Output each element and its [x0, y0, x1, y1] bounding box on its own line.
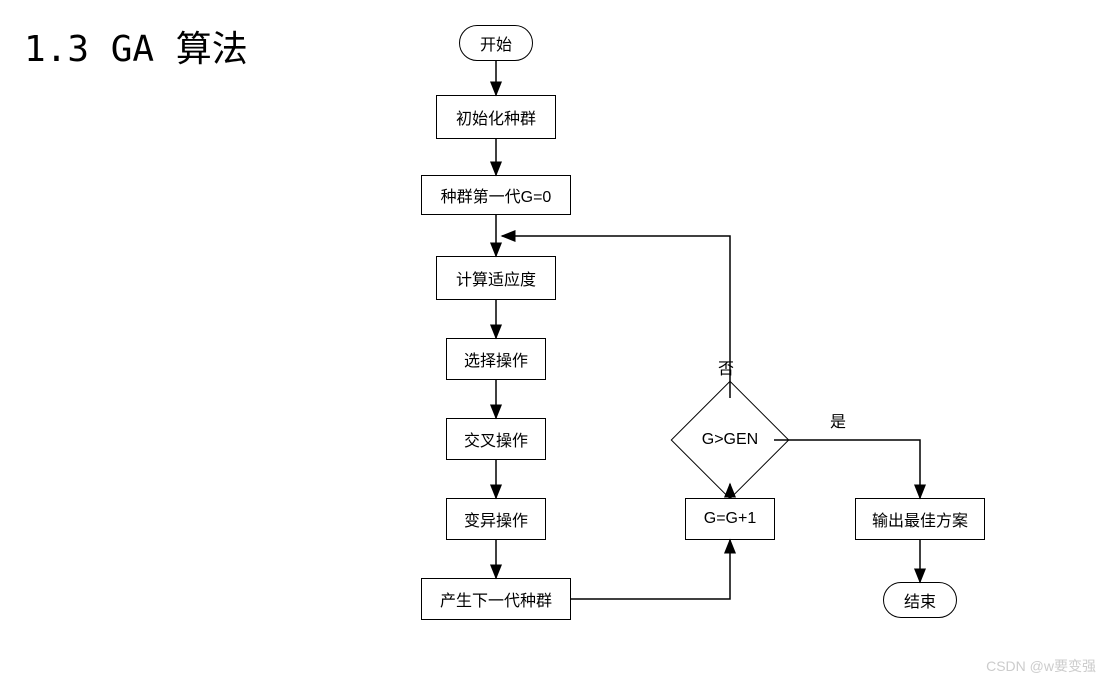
- node-select-label: 选择操作: [464, 347, 528, 371]
- page-title: 1.3 GA 算法: [24, 20, 248, 72]
- node-crossover-label: 交叉操作: [464, 427, 528, 451]
- watermark: CSDN @w要变强: [986, 656, 1096, 676]
- node-start-label: 开始: [480, 31, 512, 55]
- node-mutate: 变异操作: [446, 498, 546, 540]
- node-start: 开始: [459, 25, 533, 61]
- node-init: 初始化种群: [436, 95, 556, 139]
- node-end: 结束: [883, 582, 957, 618]
- node-mutate-label: 变异操作: [464, 507, 528, 531]
- node-gen0-label: 种群第一代G=0: [441, 183, 552, 207]
- node-output: 输出最佳方案: [855, 498, 985, 540]
- node-fitness: 计算适应度: [436, 256, 556, 300]
- node-decision-label: G>GEN: [688, 398, 772, 482]
- node-end-label: 结束: [904, 588, 936, 612]
- node-crossover: 交叉操作: [446, 418, 546, 460]
- node-nextgen-label: 产生下一代种群: [440, 587, 552, 611]
- node-decision: G>GEN: [688, 398, 772, 482]
- edge-label-no: 否: [718, 355, 734, 379]
- node-increment: G=G+1: [685, 498, 775, 540]
- node-init-label: 初始化种群: [456, 105, 536, 129]
- edge-label-yes: 是: [830, 408, 846, 432]
- node-select: 选择操作: [446, 338, 546, 380]
- node-nextgen: 产生下一代种群: [421, 578, 571, 620]
- node-increment-label: G=G+1: [704, 510, 756, 528]
- node-fitness-label: 计算适应度: [456, 266, 536, 290]
- node-gen0: 种群第一代G=0: [421, 175, 571, 215]
- node-output-label: 输出最佳方案: [872, 507, 968, 531]
